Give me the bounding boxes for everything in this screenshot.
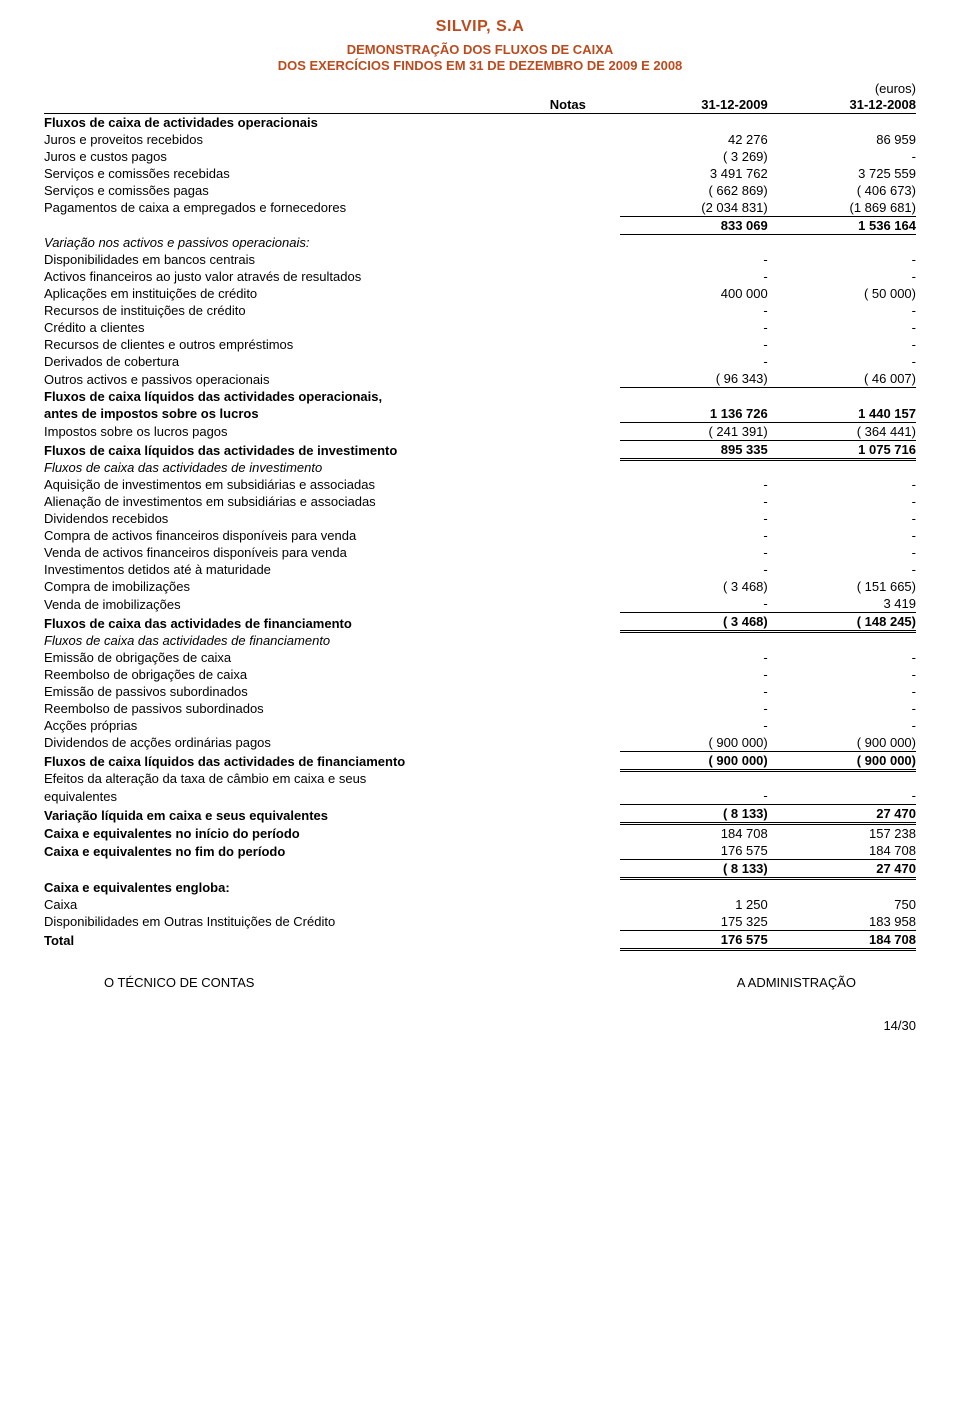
- table-row: Compra de imobilizações( 3 468)( 151 665…: [44, 578, 916, 595]
- table-row: Serviços e comissões recebidas3 491 7623…: [44, 165, 916, 182]
- fin-net-label: Fluxos de caixa líquidos das actividades…: [44, 751, 550, 770]
- op-subtotal-y1: 833 069: [620, 216, 768, 234]
- table-row: Acções próprias--: [44, 717, 916, 734]
- section-inv-title: Fluxos de caixa das actividades de inves…: [44, 459, 550, 476]
- table-row: Activos financeiros ao justo valor atrav…: [44, 268, 916, 285]
- section-engloba-title: Caixa e equivalentes engloba:: [44, 879, 550, 896]
- col-year1: 31-12-2009: [620, 96, 768, 114]
- table-row: Alienação de investimentos em subsidiári…: [44, 493, 916, 510]
- table-row: Reembolso de passivos subordinados--: [44, 700, 916, 717]
- company-name: SILVIP, S.A: [44, 18, 916, 36]
- table-row: Crédito a clientes--: [44, 319, 916, 336]
- varliq-label: Variação líquida em caixa e seus equival…: [44, 805, 550, 824]
- section-var-title: Variação nos activos e passivos operacio…: [44, 234, 550, 251]
- table-row: Disponibilidades em bancos centrais--: [44, 251, 916, 268]
- check-y2: 27 470: [768, 860, 916, 879]
- check-y1: ( 8 133): [620, 860, 768, 879]
- table-row: Reembolso de obrigações de caixa--: [44, 666, 916, 683]
- section-op-title: Fluxos de caixa de actividades operacion…: [44, 113, 550, 131]
- fx-line2: equivalentes: [44, 787, 550, 805]
- table-row: Caixa1 250750: [44, 896, 916, 913]
- op-net-line1: Fluxos de caixa líquidos das actividades…: [44, 388, 550, 405]
- table-row: Venda de activos financeiros disponíveis…: [44, 544, 916, 561]
- signature-left: O TÉCNICO DE CONTAS: [104, 975, 254, 990]
- col-notes: Notas: [550, 96, 620, 114]
- table-row: Outros activos e passivos operacionais( …: [44, 370, 916, 388]
- col-year2: 31-12-2008: [768, 96, 916, 114]
- table-row: Derivados de cobertura--: [44, 353, 916, 370]
- fin-from-inv-label: Fluxos de caixa das actividades de finan…: [44, 613, 550, 632]
- table-row: Juros e proveitos recebidos42 27686 959: [44, 131, 916, 148]
- total-label: Total: [44, 930, 550, 949]
- inv-net-label: Fluxos de caixa líquidos das actividades…: [44, 440, 550, 459]
- table-row: Emissão de obrigações de caixa--: [44, 649, 916, 666]
- report-title-line2: DOS EXERCÍCIOS FINDOS EM 31 DE DEZEMBRO …: [278, 58, 683, 73]
- table-row: Dividendos de acções ordinárias pagos( 9…: [44, 734, 916, 752]
- page-number: 14/30: [44, 1018, 916, 1033]
- table-row: Venda de imobilizações-3 419: [44, 595, 916, 613]
- cashflow-table: Notas 31-12-2009 31-12-2008 Fluxos de ca…: [44, 96, 916, 951]
- table-row: Investimentos detidos até à maturidade--: [44, 561, 916, 578]
- cash-ini-label: Caixa e equivalentes no início do períod…: [44, 824, 550, 843]
- signature-right: A ADMINISTRAÇÃO: [737, 975, 856, 990]
- op-subtotal-y2: 1 536 164: [768, 216, 916, 234]
- fx-line1: Efeitos da alteração da taxa de câmbio e…: [44, 770, 550, 787]
- table-row: Pagamentos de caixa a empregados e forne…: [44, 199, 916, 217]
- cash-fim-label: Caixa e equivalentes no fim do período: [44, 842, 550, 860]
- table-row: Recursos de clientes e outros empréstimo…: [44, 336, 916, 353]
- report-title: DEMONSTRAÇÃO DOS FLUXOS DE CAIXA DOS EXE…: [44, 42, 916, 75]
- table-row: Aplicações em instituições de crédito400…: [44, 285, 916, 302]
- table-row: Emissão de passivos subordinados--: [44, 683, 916, 700]
- table-row: Disponibilidades em Outras Instituições …: [44, 913, 916, 931]
- report-title-line1: DEMONSTRAÇÃO DOS FLUXOS DE CAIXA: [347, 42, 614, 57]
- table-row: Aquisição de investimentos em subsidiári…: [44, 476, 916, 493]
- table-row: Juros e custos pagos( 3 269)-: [44, 148, 916, 165]
- table-row: Serviços e comissões pagas( 662 869)( 40…: [44, 182, 916, 199]
- table-row: Compra de activos financeiros disponívei…: [44, 527, 916, 544]
- op-net-line2: antes de impostos sobre os lucros: [44, 405, 550, 423]
- tax-label: Impostos sobre os lucros pagos: [44, 422, 550, 440]
- table-row: Dividendos recebidos--: [44, 510, 916, 527]
- unit-label: (euros): [44, 81, 916, 96]
- table-row: Recursos de instituições de crédito--: [44, 302, 916, 319]
- section-fin-title: Fluxos de caixa das actividades de finan…: [44, 632, 550, 649]
